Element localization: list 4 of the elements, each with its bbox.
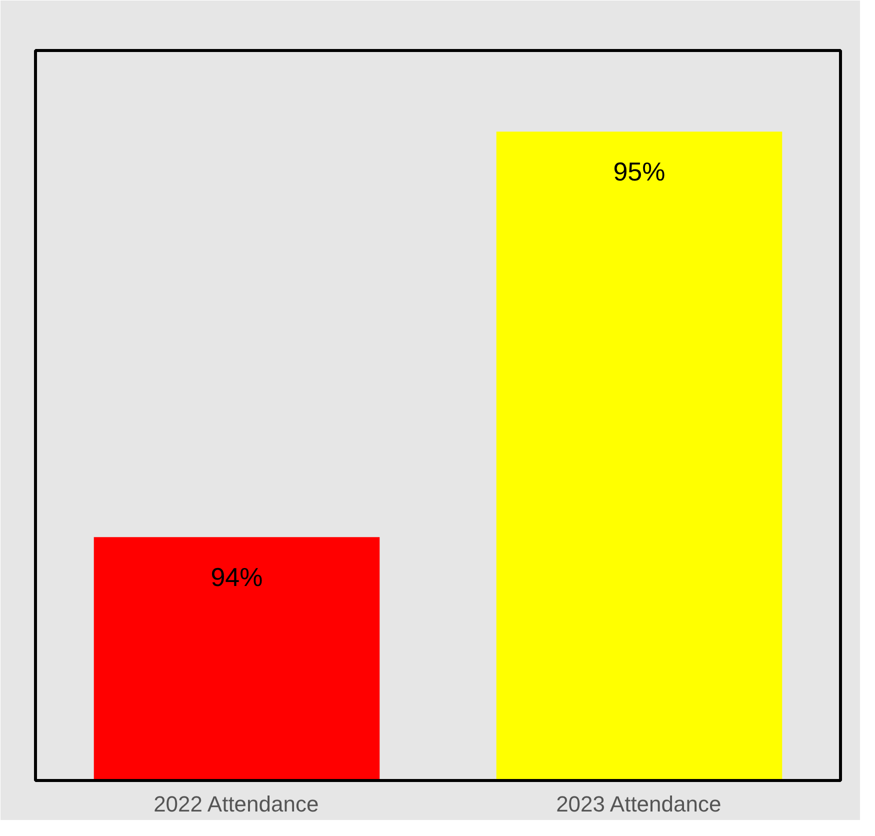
data-label: 94% (210, 562, 263, 592)
data-label: 95% (613, 156, 666, 187)
x-tick-label: 2022 Attendance (154, 792, 319, 816)
x-tick-label: 2023 Attendance (556, 792, 722, 816)
